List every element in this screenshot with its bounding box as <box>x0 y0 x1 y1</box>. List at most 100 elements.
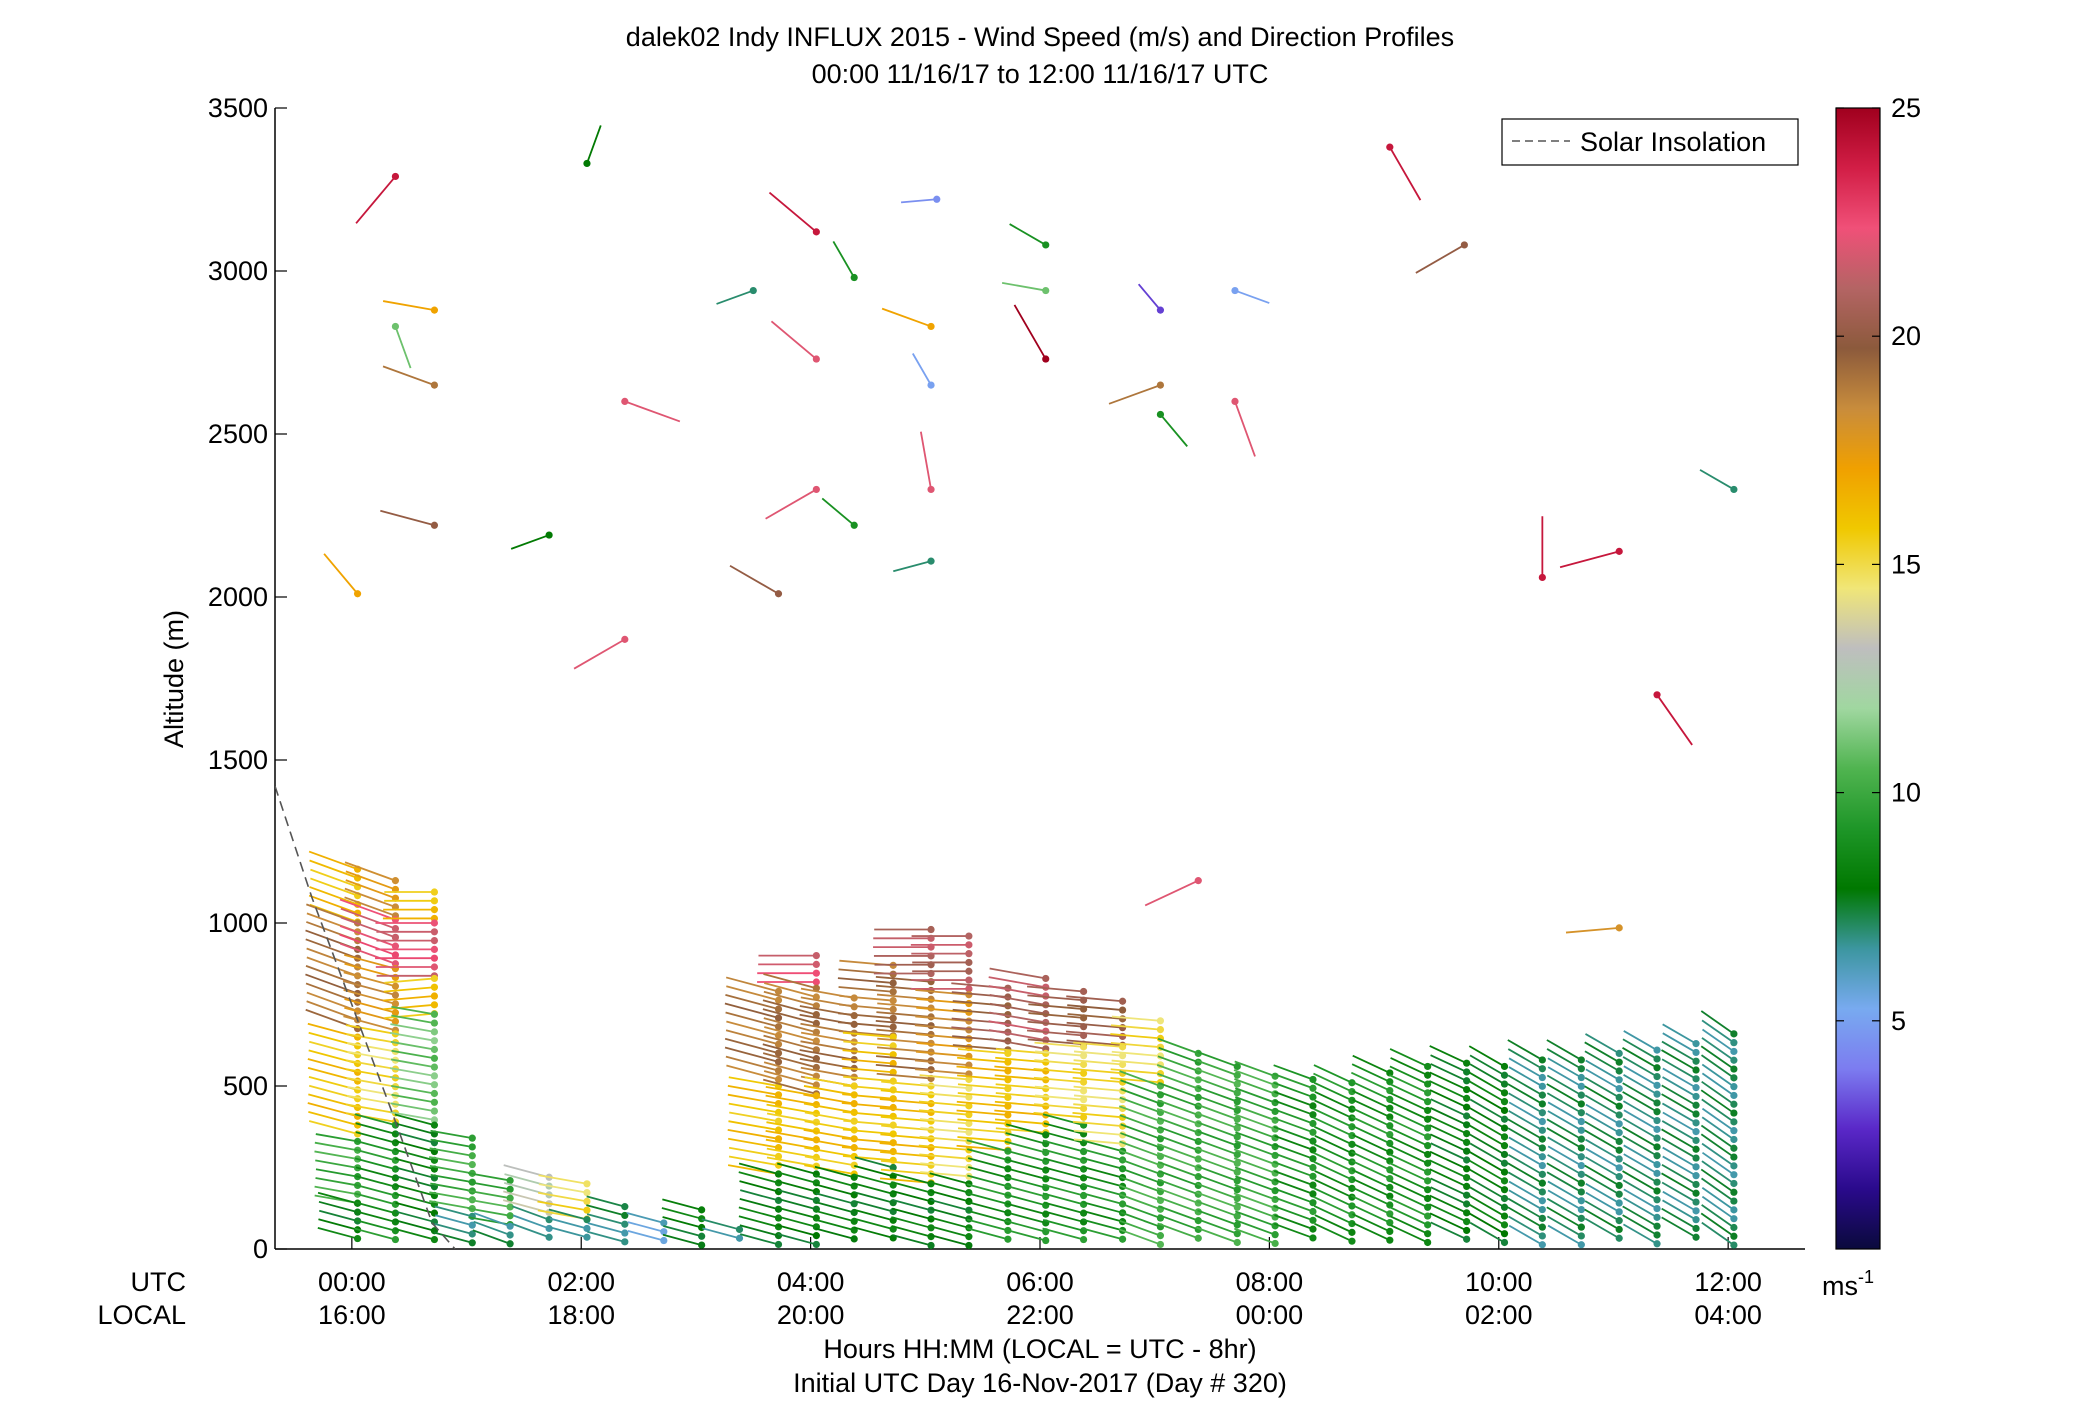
barb-shaft <box>1234 1087 1276 1104</box>
barb-shaft <box>1700 1133 1735 1158</box>
barb-shaft <box>382 300 435 312</box>
barb-shaft <box>390 1058 435 1068</box>
barb-point <box>1463 1138 1471 1146</box>
barb-point <box>430 1063 439 1071</box>
profile-barb <box>762 999 820 1019</box>
barb-shaft <box>662 1216 702 1229</box>
barb-shaft <box>1313 1152 1353 1172</box>
profile-barb <box>1584 1050 1623 1075</box>
barb-point <box>391 924 400 933</box>
barb-shaft <box>1195 1191 1238 1209</box>
barb-shaft <box>803 1137 855 1149</box>
barb-shaft <box>919 1091 969 1098</box>
barb-point <box>1271 1231 1279 1239</box>
barb-point <box>889 1051 897 1059</box>
barb-shaft <box>967 1210 1009 1223</box>
profile-barb <box>1110 1033 1165 1043</box>
barb-point <box>889 979 897 987</box>
barb-point <box>1730 1179 1738 1188</box>
profile-barb <box>1313 1143 1356 1166</box>
barb-shaft <box>1351 1107 1391 1127</box>
barb-shaft <box>1118 1228 1161 1246</box>
barb-shaft <box>1351 1159 1391 1180</box>
barb-point <box>1692 1224 1700 1233</box>
barb-shaft <box>306 956 358 977</box>
x-ticks: 00:0016:0002:0018:0004:0020:0006:0022:00… <box>318 1237 1762 1330</box>
barb-shaft <box>762 1008 817 1025</box>
barb-point <box>1577 1056 1585 1064</box>
barb-shaft <box>1043 1157 1084 1170</box>
barb-shaft <box>1429 1089 1468 1109</box>
profile-barb <box>1350 1115 1394 1139</box>
barb-point <box>1233 1194 1241 1203</box>
barb-point <box>1577 1161 1585 1170</box>
profile-barb <box>915 989 973 999</box>
profile-barb <box>340 907 400 933</box>
barb-point <box>1577 1170 1585 1178</box>
barb-point <box>1309 1146 1317 1154</box>
barb-shaft <box>1313 1108 1353 1128</box>
barb-shaft <box>354 1219 396 1232</box>
barb-shaft <box>586 1195 626 1208</box>
profile-barb <box>1469 1221 1509 1247</box>
barb-point <box>391 1200 400 1208</box>
barb-shaft <box>434 1205 473 1218</box>
barb-shaft <box>340 907 396 930</box>
barb-point <box>774 1014 783 1022</box>
profile-barb <box>1585 1112 1623 1137</box>
barb-shaft <box>1005 1123 1046 1136</box>
profile-barb <box>1196 1218 1241 1238</box>
profile-barb <box>1156 1107 1202 1128</box>
barb-point <box>1309 1084 1317 1092</box>
barb-shaft <box>315 1133 358 1143</box>
barb-point <box>1692 1233 1700 1241</box>
barb-point <box>1500 1089 1509 1097</box>
profile-barb <box>1313 1187 1356 1210</box>
profile-barb <box>1429 1168 1471 1191</box>
barb-shaft <box>1072 1068 1123 1075</box>
barb-shaft <box>957 1083 1008 1090</box>
barb-point <box>1233 1071 1241 1079</box>
barb-shaft <box>310 868 358 888</box>
profile-barb <box>956 1100 1012 1110</box>
profile-barb <box>1507 1039 1546 1064</box>
barb-shaft <box>1547 1180 1582 1202</box>
barb-shaft <box>342 980 396 996</box>
barb-point <box>1348 1105 1356 1113</box>
barb-point <box>1692 1110 1700 1118</box>
barb-shaft <box>989 994 1046 1006</box>
barb-shaft <box>989 1002 1046 1015</box>
barb-shaft <box>1507 1083 1543 1105</box>
barb-shaft <box>1005 1211 1046 1224</box>
barb-point <box>749 286 757 295</box>
barb-point <box>1424 1133 1432 1141</box>
profile-barb <box>910 985 973 993</box>
x-tick-label-utc: 08:00 <box>1236 1267 1304 1297</box>
profile-barb <box>1390 1101 1432 1123</box>
profile-barb <box>1272 1152 1317 1172</box>
x-tick-label-local: 22:00 <box>1006 1300 1074 1330</box>
colorbar-units-exponent: -1 <box>1858 1267 1874 1287</box>
profile-barb <box>739 1224 783 1240</box>
profile-barb <box>841 1137 897 1147</box>
profile-barb <box>1661 1172 1700 1197</box>
barb-point <box>1653 691 1661 699</box>
profile-barb <box>843 1075 897 1085</box>
profile-barb <box>891 1181 935 1197</box>
profile-barb <box>1274 1135 1317 1154</box>
barb-shaft <box>1026 985 1084 993</box>
barb-shaft <box>384 977 435 984</box>
barb-shaft <box>994 1118 1046 1125</box>
barb-point <box>1424 1230 1432 1238</box>
barb-point <box>812 978 820 986</box>
profile-barb <box>1352 1098 1394 1121</box>
profile-barb <box>1430 1142 1471 1164</box>
barb-point <box>1079 1113 1088 1121</box>
barb-shaft <box>853 1217 894 1230</box>
barb-point <box>1538 1100 1546 1108</box>
profile-barb <box>1547 1189 1585 1214</box>
barb-shaft <box>1034 1059 1084 1066</box>
upper-barb <box>1699 469 1738 494</box>
barb-shaft <box>1197 1209 1238 1226</box>
